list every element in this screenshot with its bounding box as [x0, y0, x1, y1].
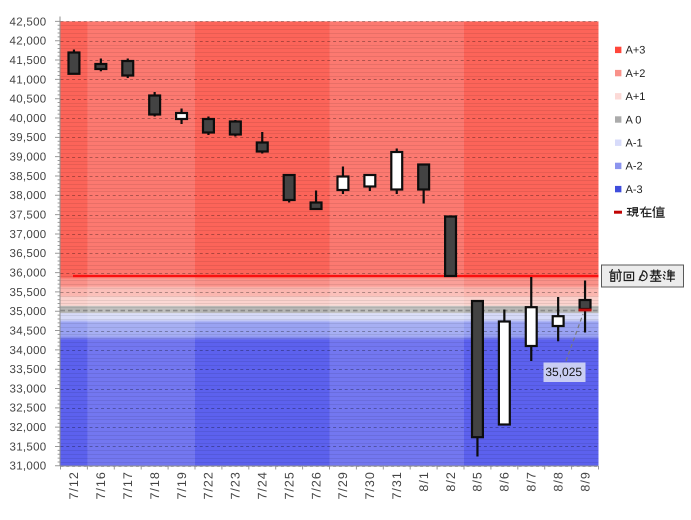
svg-text:7/25: 7/25 — [282, 471, 296, 499]
svg-text:7/26: 7/26 — [309, 471, 323, 499]
svg-text:7/17: 7/17 — [121, 471, 135, 499]
svg-text:35,000: 35,000 — [10, 306, 47, 318]
svg-text:A-1: A-1 — [626, 138, 643, 150]
svg-text:8/1: 8/1 — [417, 471, 431, 491]
svg-text:8/6: 8/6 — [498, 471, 512, 491]
svg-text:7/22: 7/22 — [202, 471, 216, 499]
svg-text:40,000: 40,000 — [10, 113, 47, 125]
svg-text:7/12: 7/12 — [67, 471, 81, 499]
svg-text:7/29: 7/29 — [336, 471, 350, 499]
svg-text:8/2: 8/2 — [444, 471, 458, 491]
svg-text:40,500: 40,500 — [10, 94, 47, 106]
svg-text:38,500: 38,500 — [10, 171, 47, 183]
svg-text:32,000: 32,000 — [10, 422, 47, 434]
svg-text:42,000: 42,000 — [10, 36, 47, 48]
svg-text:33,500: 33,500 — [10, 364, 47, 376]
svg-text:A-3: A-3 — [626, 184, 643, 196]
svg-text:36,000: 36,000 — [10, 267, 47, 279]
svg-text:7/31: 7/31 — [390, 471, 404, 499]
svg-text:8/7: 8/7 — [524, 471, 538, 491]
svg-text:7/30: 7/30 — [363, 471, 377, 499]
svg-text:8/5: 8/5 — [471, 471, 485, 491]
svg-text:41,500: 41,500 — [10, 55, 47, 67]
svg-text:8/8: 8/8 — [551, 471, 565, 491]
svg-text:7/19: 7/19 — [175, 471, 189, 499]
svg-text:38,000: 38,000 — [10, 190, 47, 202]
svg-text:35,500: 35,500 — [10, 287, 47, 299]
svg-text:39,000: 39,000 — [10, 152, 47, 164]
svg-text:A+3: A+3 — [626, 45, 646, 57]
svg-text:A 0: A 0 — [626, 114, 642, 126]
svg-text:7/16: 7/16 — [94, 471, 108, 499]
svg-text:32,500: 32,500 — [10, 403, 47, 415]
svg-text:A+1: A+1 — [626, 91, 646, 103]
svg-text:42,500: 42,500 — [10, 16, 47, 28]
svg-text:7/24: 7/24 — [255, 471, 269, 499]
svg-text:8/9: 8/9 — [578, 471, 592, 491]
svg-text:7/18: 7/18 — [148, 471, 162, 499]
svg-text:A-2: A-2 — [626, 161, 643, 173]
svg-text:37,000: 37,000 — [10, 229, 47, 241]
svg-text:31,000: 31,000 — [10, 461, 47, 473]
svg-text:7/23: 7/23 — [229, 471, 243, 499]
svg-text:33,000: 33,000 — [10, 383, 47, 395]
svg-text:36,500: 36,500 — [10, 248, 47, 260]
svg-text:A+2: A+2 — [626, 68, 646, 80]
svg-text:34,000: 34,000 — [10, 345, 47, 357]
svg-text:34,500: 34,500 — [10, 325, 47, 337]
svg-text:39,500: 39,500 — [10, 132, 47, 144]
svg-text:35,025: 35,025 — [545, 365, 582, 379]
svg-text:41,000: 41,000 — [10, 74, 47, 86]
svg-text:31,500: 31,500 — [10, 441, 47, 453]
svg-text:37,500: 37,500 — [10, 210, 47, 222]
